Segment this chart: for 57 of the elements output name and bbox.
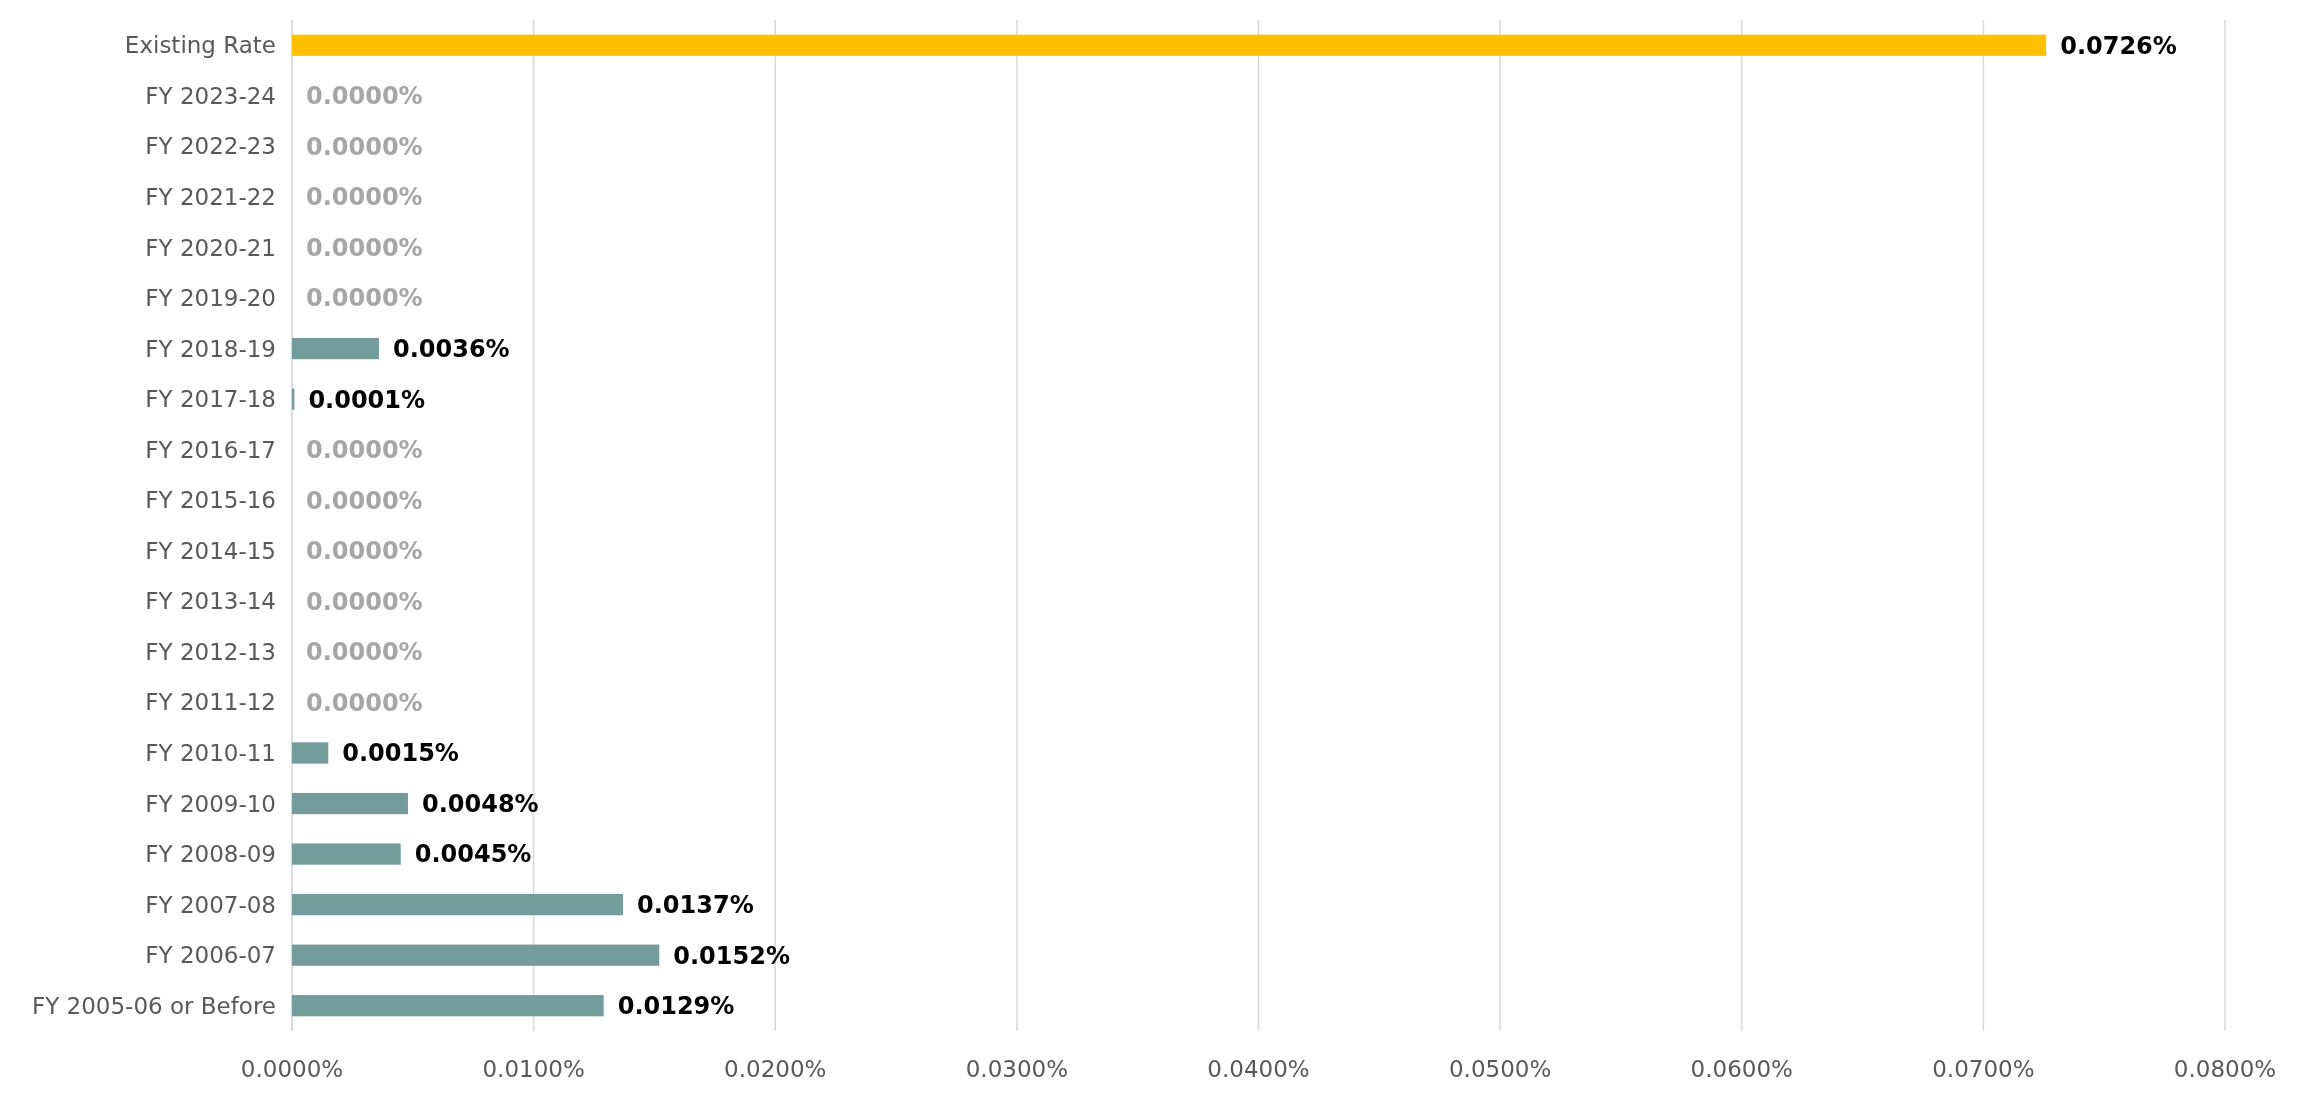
- data-label: 0.0000%: [306, 587, 423, 616]
- y-tick-label: FY 2014-15: [145, 537, 276, 564]
- bar: [292, 34, 2047, 56]
- bar: [292, 843, 401, 865]
- data-label: 0.0000%: [306, 537, 423, 566]
- x-tick-label: 0.0700%: [1932, 1056, 2035, 1082]
- data-label: 0.0015%: [342, 739, 459, 768]
- y-tick-label: FY 2010-11: [145, 740, 276, 767]
- y-tick-label: FY 2022-23: [145, 133, 276, 160]
- x-tick-label: 0.0000%: [240, 1056, 344, 1082]
- data-label: 0.0000%: [306, 638, 423, 667]
- y-tick-label: FY 2015-16: [145, 487, 276, 514]
- x-tick-label: 0.0600%: [1690, 1056, 1793, 1082]
- data-label: 0.0000%: [306, 183, 423, 212]
- bar: [292, 995, 604, 1017]
- y-tick-label: FY 2008-09: [145, 841, 276, 868]
- data-label: 0.0000%: [306, 132, 423, 161]
- bar: [292, 944, 660, 966]
- data-label: 0.0726%: [2060, 31, 2177, 60]
- y-tick-label: FY 2018-19: [145, 335, 276, 362]
- data-label: 0.0000%: [306, 688, 423, 717]
- y-tick-label: FY 2013-14: [145, 588, 276, 615]
- data-label: 0.0001%: [308, 385, 426, 414]
- y-tick-label: FY 2006-07: [145, 942, 276, 969]
- y-tick-label: FY 2023-24: [145, 82, 276, 109]
- bar: [292, 742, 329, 764]
- bar: [292, 337, 379, 360]
- data-label: 0.0000%: [306, 233, 423, 262]
- x-tick-label: 0.0200%: [724, 1056, 827, 1082]
- data-label: 0.0045%: [414, 840, 532, 869]
- x-tick-label: 0.0100%: [482, 1056, 585, 1082]
- data-label: 0.0000%: [306, 436, 423, 465]
- y-tick-label: FY 2005-06 or Before: [31, 992, 276, 1019]
- y-tick-label: FY 2017-18: [145, 386, 276, 413]
- y-tick-label: FY 2011-12: [145, 689, 276, 716]
- y-tick-label: FY 2020-21: [145, 234, 276, 261]
- y-tick-label: FY 2012-13: [145, 638, 276, 665]
- data-label: 0.0000%: [306, 486, 423, 515]
- y-tick-label: FY 2009-10: [145, 790, 276, 817]
- data-label: 0.0152%: [673, 941, 790, 970]
- data-label: 0.0000%: [306, 82, 423, 111]
- x-tick-label: 0.0500%: [1448, 1056, 1552, 1082]
- x-tick-label: 0.0800%: [2173, 1056, 2277, 1082]
- bar: [292, 792, 408, 815]
- y-tick-label: FY 2021-22: [145, 183, 276, 210]
- y-tick-label: Existing Rate: [124, 32, 276, 59]
- x-tick-label: 0.0300%: [965, 1056, 1069, 1082]
- data-label: 0.0036%: [392, 334, 510, 363]
- y-tick-label: FY 2016-17: [145, 436, 276, 463]
- data-label: 0.0000%: [306, 284, 423, 313]
- data-label: 0.0129%: [617, 992, 735, 1021]
- y-tick-label: FY 2019-20: [145, 285, 276, 312]
- data-label: 0.0137%: [637, 891, 754, 920]
- x-tick-label: 0.0400%: [1207, 1056, 1310, 1082]
- bar: [292, 894, 624, 916]
- data-label: 0.0048%: [421, 789, 539, 818]
- y-tick-label: FY 2007-08: [145, 891, 276, 918]
